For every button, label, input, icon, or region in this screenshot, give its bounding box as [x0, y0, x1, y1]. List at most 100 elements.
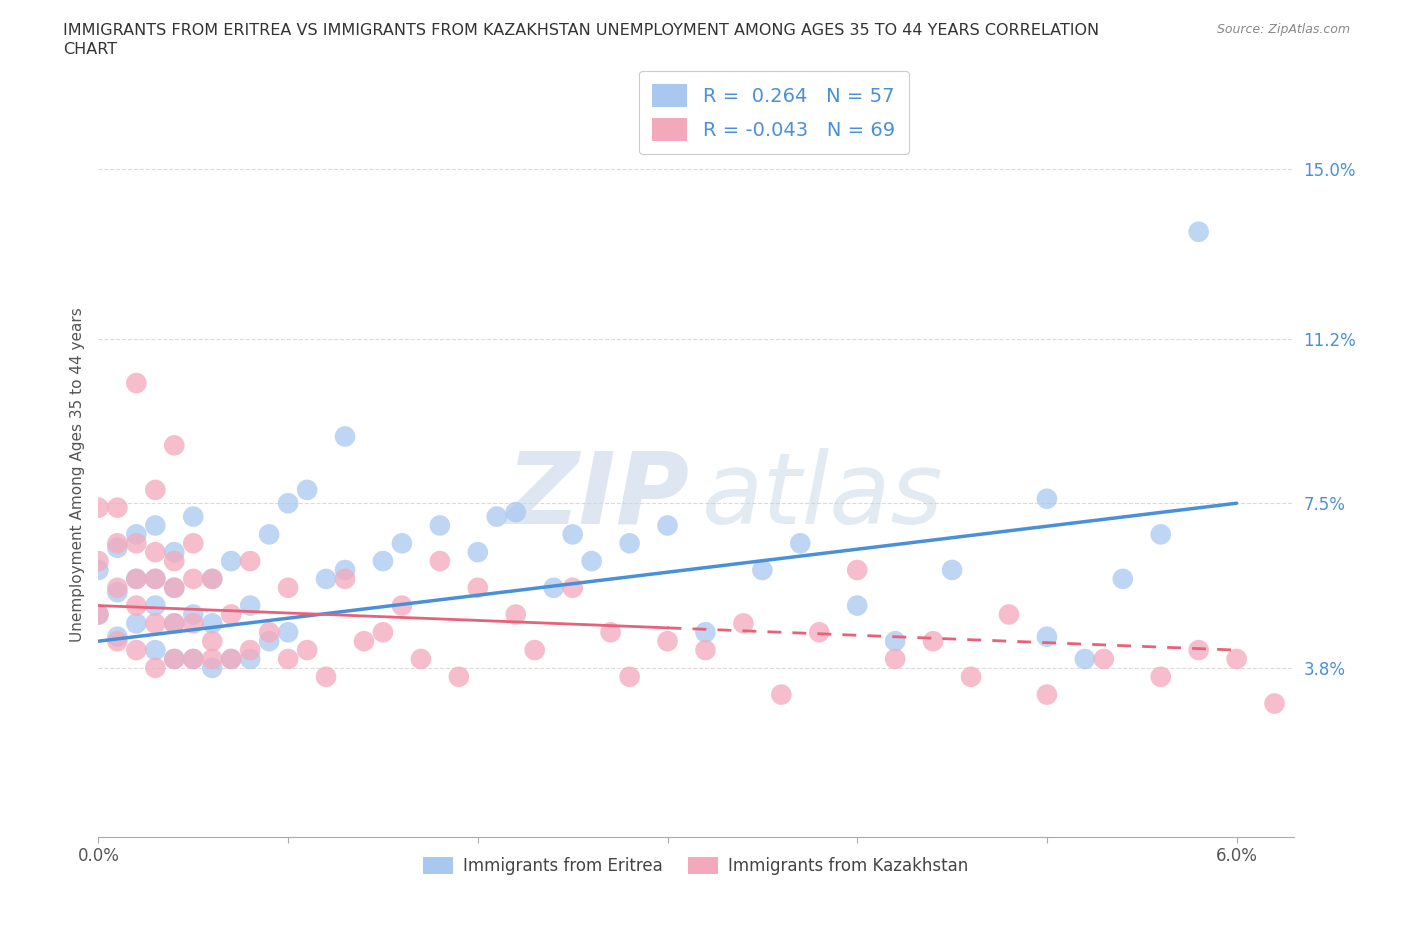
Point [87, 500, 110, 515]
Point [333, 563, 356, 578]
Text: atlas: atlas [702, 447, 943, 545]
Point [561, 527, 583, 542]
Point [353, 633, 375, 648]
Point [125, 571, 148, 586]
Point [163, 545, 186, 560]
Point [846, 598, 869, 613]
Point [219, 607, 242, 622]
Point [277, 652, 299, 667]
Point [808, 625, 831, 640]
Point [1301, 643, 1323, 658]
Point [1150, 670, 1173, 684]
Point [371, 625, 394, 640]
Point [125, 536, 148, 551]
Point [391, 536, 413, 551]
Point [523, 643, 546, 658]
Point [219, 553, 242, 568]
Point [619, 670, 641, 684]
Point [87, 607, 110, 622]
Point [125, 643, 148, 658]
Point [695, 643, 717, 658]
Point [1092, 652, 1115, 667]
Point [125, 527, 148, 542]
Point [751, 563, 773, 578]
Point [201, 652, 224, 667]
Point [257, 625, 280, 640]
Point [181, 652, 204, 667]
Point [1188, 643, 1211, 658]
Point [143, 571, 166, 586]
Point [581, 553, 603, 568]
Text: Source: ZipAtlas.com: Source: ZipAtlas.com [1216, 23, 1350, 36]
Point [105, 585, 128, 600]
Point [960, 670, 983, 684]
Point [219, 652, 242, 667]
Point [657, 518, 679, 533]
Point [125, 571, 148, 586]
Text: IMMIGRANTS FROM ERITREA VS IMMIGRANTS FROM KAZAKHSTAN UNEMPLOYMENT AMONG AGES 35: IMMIGRANTS FROM ERITREA VS IMMIGRANTS FR… [63, 23, 1099, 38]
Point [922, 633, 945, 648]
Point [239, 652, 262, 667]
Point [429, 553, 451, 568]
Point [163, 616, 186, 631]
Point [1188, 224, 1211, 239]
Point [163, 580, 186, 595]
Point [181, 536, 204, 551]
Point [391, 598, 413, 613]
Point [333, 571, 356, 586]
Point [125, 598, 148, 613]
Point [105, 500, 128, 515]
Point [884, 652, 907, 667]
Y-axis label: Unemployment Among Ages 35 to 44 years: Unemployment Among Ages 35 to 44 years [69, 307, 84, 642]
Point [1150, 527, 1173, 542]
Point [105, 540, 128, 555]
Point [257, 527, 280, 542]
Point [333, 429, 356, 444]
Point [941, 563, 963, 578]
Legend: Immigrants from Eritrea, Immigrants from Kazakhstan: Immigrants from Eritrea, Immigrants from… [415, 848, 977, 884]
Point [1036, 491, 1059, 506]
Point [998, 607, 1021, 622]
Point [87, 607, 110, 622]
Point [143, 598, 166, 613]
Point [239, 553, 262, 568]
Point [1036, 630, 1059, 644]
Point [657, 633, 679, 648]
Point [219, 652, 242, 667]
Text: CHART: CHART [63, 42, 117, 57]
Point [467, 545, 489, 560]
Point [201, 633, 224, 648]
Point [143, 660, 166, 675]
Point [201, 616, 224, 631]
Point [181, 571, 204, 586]
Point [239, 598, 262, 613]
Point [1036, 687, 1059, 702]
Point [695, 625, 717, 640]
Point [163, 652, 186, 667]
Point [163, 616, 186, 631]
Point [467, 580, 489, 595]
Point [277, 496, 299, 511]
Point [181, 509, 204, 524]
Point [163, 438, 186, 453]
Point [846, 563, 869, 578]
Point [257, 633, 280, 648]
Point [105, 630, 128, 644]
Point [1226, 652, 1249, 667]
Point [409, 652, 432, 667]
Point [105, 580, 128, 595]
Point [770, 687, 793, 702]
Point [201, 660, 224, 675]
Point [371, 553, 394, 568]
Point [143, 545, 166, 560]
Point [163, 652, 186, 667]
Point [181, 607, 204, 622]
Point [143, 571, 166, 586]
Point [315, 670, 337, 684]
Point [181, 616, 204, 631]
Point [143, 643, 166, 658]
Point [599, 625, 621, 640]
Point [143, 518, 166, 533]
Point [295, 483, 318, 498]
Point [505, 607, 527, 622]
